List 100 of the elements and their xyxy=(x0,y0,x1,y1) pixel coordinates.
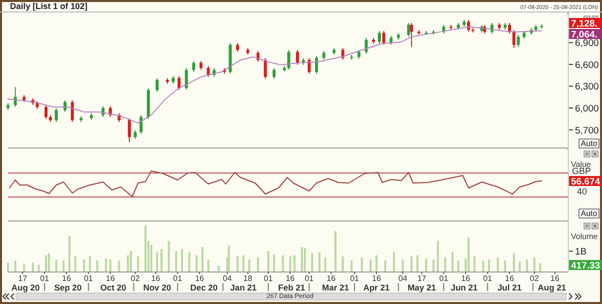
candlestick xyxy=(156,78,159,92)
candlestick xyxy=(410,22,414,48)
candlestick xyxy=(54,108,58,122)
bar xyxy=(375,255,378,272)
y-tick-label: 1B xyxy=(575,246,587,258)
candlestick xyxy=(272,68,276,80)
x2-tick-label: Nov 20 xyxy=(143,282,172,292)
bar xyxy=(236,256,239,272)
bar xyxy=(118,260,120,272)
candlestick xyxy=(287,50,290,70)
candlestick xyxy=(315,56,318,74)
x-tick-label: 04 xyxy=(222,274,232,283)
bar xyxy=(444,257,446,272)
x2-tick-label: Jul 21 xyxy=(497,282,522,292)
candlestick xyxy=(382,30,386,46)
bar xyxy=(282,255,284,272)
bar xyxy=(48,253,50,272)
x-tick-label: 16 xyxy=(286,274,296,283)
x-tick-label: 01 xyxy=(173,274,183,283)
bar xyxy=(360,257,363,272)
x2-tick-label: Aug 21 xyxy=(538,282,566,292)
bar xyxy=(300,247,303,272)
bar xyxy=(248,260,250,272)
x-tick-label: 16 xyxy=(195,274,205,283)
bar xyxy=(168,240,170,272)
candlestick xyxy=(508,22,512,34)
bar xyxy=(432,260,434,272)
bar xyxy=(533,257,536,272)
bar xyxy=(436,240,439,272)
bar xyxy=(180,249,183,272)
x-tick-label: 16 xyxy=(372,274,382,283)
bar xyxy=(144,225,146,272)
bar xyxy=(68,236,70,272)
candlestick xyxy=(264,58,267,80)
bar xyxy=(38,264,40,272)
bar xyxy=(512,253,515,272)
text: 56.674 xyxy=(571,176,601,188)
candlestick xyxy=(516,34,520,48)
bar xyxy=(242,255,244,272)
candlestick xyxy=(140,114,143,134)
x2-tick-label: Feb 21 xyxy=(278,282,306,292)
x-tick-label: 16 xyxy=(151,274,161,283)
bar xyxy=(201,247,204,272)
bar xyxy=(109,260,112,272)
button: Auto xyxy=(578,208,600,218)
bar xyxy=(416,255,418,272)
y-tick-label: 5,700 xyxy=(575,125,599,136)
x-tick-label: 17 xyxy=(18,274,28,283)
bar xyxy=(62,260,65,272)
x2-tick-label: Aug 20 xyxy=(11,282,40,292)
x-tick-label: 01 xyxy=(264,274,274,283)
bar xyxy=(350,260,353,272)
chart-title: Daily [List 1 of 102] xyxy=(10,1,88,11)
bar xyxy=(267,251,270,272)
bar xyxy=(370,260,372,272)
bar xyxy=(196,255,198,272)
bar xyxy=(160,249,163,272)
bar xyxy=(342,256,344,272)
y-axis-title: Volume xyxy=(571,232,598,241)
bar xyxy=(104,258,107,272)
x-tick-label: 16 xyxy=(106,274,116,283)
bar xyxy=(482,260,484,272)
x-tick-label: 16 xyxy=(505,274,515,283)
bar xyxy=(74,256,76,272)
bar xyxy=(228,246,230,272)
x-tick-label: 16 xyxy=(550,274,560,283)
bar xyxy=(294,255,296,272)
bar xyxy=(156,252,158,272)
candlestick xyxy=(378,30,381,44)
bar xyxy=(457,260,460,272)
x2-tick-label: Dec 20 xyxy=(190,282,218,292)
bar xyxy=(539,263,542,272)
bar xyxy=(410,256,413,272)
bar xyxy=(402,260,404,272)
bar xyxy=(126,255,129,272)
bar xyxy=(451,252,454,272)
bar xyxy=(526,260,528,272)
x-tick-label: 16 xyxy=(62,274,72,283)
bar xyxy=(23,264,26,272)
y-axis-title: Value xyxy=(571,160,592,169)
candlestick xyxy=(512,29,516,48)
x-tick-label: 01 xyxy=(84,274,94,283)
candlestick xyxy=(364,38,368,54)
bar xyxy=(150,244,152,272)
x-tick-label: 04 xyxy=(398,274,408,283)
x-tick-label: 01 xyxy=(439,274,449,283)
bar xyxy=(504,260,506,272)
x-tick-label: 01 xyxy=(483,274,493,283)
candlestick xyxy=(407,22,410,38)
bar xyxy=(384,260,386,272)
candlestick xyxy=(70,100,74,122)
x2-tick-label: Oct 20 xyxy=(100,282,127,292)
bar xyxy=(130,251,132,272)
bar xyxy=(324,257,326,272)
x-tick-label: 02 xyxy=(130,274,140,283)
bar xyxy=(257,257,260,272)
text: 7,128. xyxy=(571,18,598,30)
x2-tick-label: May 21 xyxy=(408,282,436,292)
bar xyxy=(425,258,428,272)
x2-tick-label: Jun 21 xyxy=(450,282,478,292)
